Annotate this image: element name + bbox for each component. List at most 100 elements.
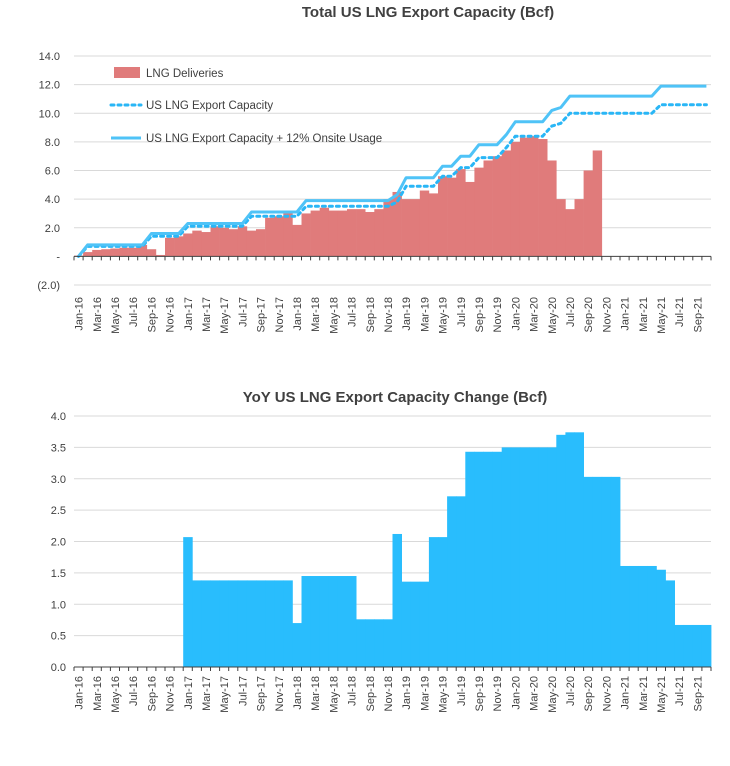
- bar: [237, 226, 248, 257]
- area-segment: [483, 451, 493, 667]
- x-tick-label: Jul-21: [674, 297, 686, 327]
- bar: [128, 247, 138, 257]
- area-segment: [674, 624, 685, 667]
- x-tick-label: May-16: [110, 676, 122, 713]
- x-tick-label: May-17: [219, 297, 231, 334]
- x-tick-label: Jan-19: [401, 297, 413, 331]
- area-segment: [547, 447, 557, 667]
- bar: [447, 177, 457, 257]
- area-segment: [647, 565, 657, 667]
- legend-label-capacity-onsite: US LNG Export Capacity + 12% Onsite Usag…: [146, 133, 382, 145]
- bar: [474, 167, 484, 257]
- area-segment: [328, 576, 339, 667]
- area-segment: [556, 434, 566, 667]
- area-segment: [228, 580, 239, 667]
- x-tick-label: Mar-20: [529, 676, 541, 711]
- bar: [292, 224, 302, 257]
- y-tick-label: 3.5: [51, 442, 66, 454]
- x-tick-label: May-20: [547, 676, 559, 713]
- legend: LNG Deliveries US LNG Export Capacity US…: [109, 67, 382, 145]
- x-tick-label: Jan-21: [620, 297, 632, 331]
- bar: [483, 160, 493, 257]
- chart-title: YoY US LNG Export Capacity Change (Bcf): [243, 389, 548, 406]
- x-tick-label: May-16: [110, 297, 122, 334]
- x-tick-label: Jul-17: [237, 297, 249, 327]
- x-tick-label: Mar-16: [92, 676, 104, 711]
- x-tick-label: Mar-18: [310, 676, 322, 711]
- x-tick-label: Nov-20: [601, 676, 613, 711]
- bar: [419, 190, 430, 257]
- area-segment: [565, 432, 575, 667]
- x-tick-label: Mar-19: [419, 676, 431, 711]
- x-tick-label: May-18: [328, 297, 340, 334]
- x-tick-label: Sep-18: [365, 297, 377, 332]
- x-axis: [73, 255, 712, 261]
- area-segment: [592, 476, 603, 667]
- area-segment: [192, 580, 202, 667]
- bar: [392, 191, 402, 257]
- x-tick-label: Jul-20: [565, 676, 577, 706]
- bar: [565, 209, 575, 257]
- area-segment: [237, 580, 248, 667]
- area-segment: [347, 576, 357, 667]
- area-segment: [529, 447, 539, 667]
- area-segment: [438, 537, 448, 667]
- x-tick-label: Mar-18: [310, 297, 322, 332]
- bar: [219, 227, 229, 257]
- area-segment: [683, 624, 694, 667]
- x-tick-label: May-19: [438, 297, 450, 334]
- bar: [155, 254, 166, 257]
- area-segment: [292, 623, 302, 667]
- x-tick-label: May-18: [328, 676, 340, 713]
- area-series: [183, 432, 712, 667]
- bar: [319, 207, 330, 257]
- x-tick-label: Jul-21: [674, 676, 686, 706]
- area-segment: [392, 533, 402, 667]
- y-tick-label: 8.0: [45, 137, 60, 149]
- bar: [192, 230, 202, 257]
- area-segment: [692, 624, 703, 667]
- bar: [401, 199, 411, 257]
- x-tick-label: Sep-19: [474, 676, 486, 711]
- area-segment: [620, 565, 630, 667]
- x-tick-label: Jan-16: [74, 297, 86, 331]
- y-tick-label: 4.0: [51, 411, 66, 423]
- x-tick-label: Sep-20: [583, 297, 595, 332]
- x-tick-label: May-20: [547, 297, 559, 334]
- bar: [83, 252, 93, 257]
- x-tick-label: May-19: [438, 676, 450, 713]
- x-tick-label: Jul-18: [347, 297, 359, 327]
- line-series: [77, 84, 708, 258]
- area-segment: [301, 576, 311, 667]
- bar: [183, 233, 193, 257]
- y-tick-label: (2.0): [37, 280, 60, 292]
- bar: [456, 169, 466, 257]
- x-axis: [73, 666, 712, 671]
- bar: [547, 160, 557, 257]
- area-segment: [428, 537, 439, 667]
- x-tick-label: Mar-17: [201, 676, 213, 711]
- x-tick-label: Sep-21: [692, 297, 704, 332]
- x-tick-label: May-21: [656, 297, 668, 334]
- area-segment: [665, 580, 675, 667]
- x-tick-label: Mar-21: [638, 297, 650, 332]
- bar: [265, 217, 275, 257]
- y-tick-label: 4.0: [45, 194, 60, 206]
- area-segment: [656, 569, 666, 667]
- bar: [347, 209, 357, 257]
- x-tick-label: Jan-16: [74, 676, 86, 710]
- area-segment: [401, 581, 412, 667]
- bar: [310, 210, 320, 257]
- bar: [274, 216, 284, 257]
- x-tick-label: Nov-17: [274, 676, 286, 711]
- y-tick-label: 0.5: [51, 631, 66, 643]
- x-tick-label: Mar-21: [638, 676, 650, 711]
- bar: [228, 229, 239, 257]
- x-tick-label: Jan-17: [183, 297, 195, 331]
- x-tick-label: May-17: [219, 676, 231, 713]
- area-segment: [501, 447, 512, 667]
- legend-label-deliveries: LNG Deliveries: [146, 68, 224, 80]
- area-segment: [256, 580, 266, 667]
- x-tick-label: Jul-16: [128, 676, 140, 706]
- bar: [92, 249, 102, 257]
